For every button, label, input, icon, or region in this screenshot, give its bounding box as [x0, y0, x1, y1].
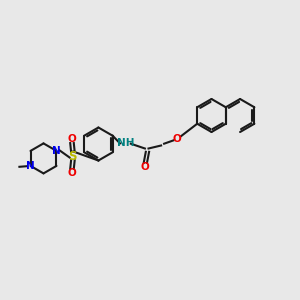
Text: N: N — [52, 146, 61, 156]
Text: O: O — [67, 168, 76, 178]
Text: O: O — [141, 162, 150, 172]
Text: O: O — [67, 134, 76, 144]
Text: S: S — [68, 149, 77, 163]
Text: N: N — [26, 161, 35, 171]
Text: O: O — [172, 134, 182, 144]
Text: NH: NH — [117, 138, 134, 148]
